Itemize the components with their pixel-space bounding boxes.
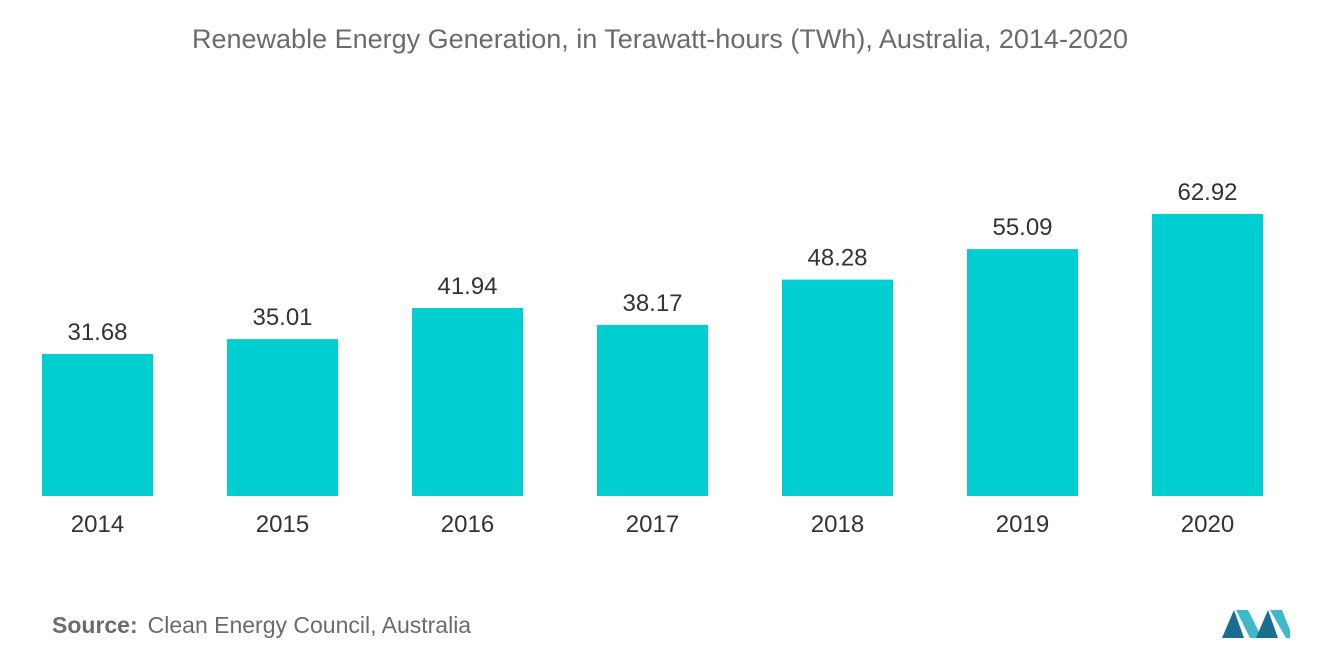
logo-shape-right xyxy=(1270,610,1290,638)
x-tick-label-2019: 2019 xyxy=(996,511,1049,538)
bar-2019 xyxy=(967,249,1078,496)
source-note: Source: Clean Energy Council, Australia xyxy=(52,612,471,639)
bar-2020 xyxy=(1152,214,1263,496)
source-text: Clean Energy Council, Australia xyxy=(147,612,472,638)
bar-2018 xyxy=(782,279,893,496)
logo-shape-mid2 xyxy=(1256,610,1278,638)
bar-chart: 31.68 35.01 41.94 38.17 48.28 55.09 62.92 2014… xyxy=(42,179,1263,538)
logo-shape-mid xyxy=(1236,610,1262,638)
tick-labels-layer: 2014 2015 2016 2017 2018 2019 2020 xyxy=(71,511,1234,538)
x-tick-label-2014: 2014 xyxy=(71,511,124,538)
value-label-2016: 41.94 xyxy=(437,273,497,300)
bar-2017 xyxy=(597,324,708,496)
x-tick-label-2015: 2015 xyxy=(256,511,309,538)
x-tick-label-2016: 2016 xyxy=(441,511,494,538)
value-label-2019: 55.09 xyxy=(992,214,1052,241)
mordor-intelligence-logo-icon xyxy=(1222,610,1290,638)
x-tick-label-2020: 2020 xyxy=(1181,511,1234,538)
value-label-2014: 31.68 xyxy=(67,319,127,346)
chart-title: Renewable Energy Generation, in Terawatt… xyxy=(192,24,1128,54)
bar-2014 xyxy=(42,354,153,496)
x-tick-label-2018: 2018 xyxy=(811,511,864,538)
value-labels-layer: 31.68 35.01 41.94 38.17 48.28 55.09 62.92 xyxy=(67,179,1237,346)
value-label-2017: 38.17 xyxy=(622,290,682,317)
logo-shape-left xyxy=(1222,610,1244,638)
bars-layer xyxy=(42,214,1263,496)
x-tick-label-2017: 2017 xyxy=(626,511,679,538)
value-label-2015: 35.01 xyxy=(252,304,312,331)
source-prefix: Source: xyxy=(52,612,138,638)
value-label-2020: 62.92 xyxy=(1177,179,1237,206)
bar-2016 xyxy=(412,308,523,496)
bar-2015 xyxy=(227,339,338,496)
value-label-2018: 48.28 xyxy=(807,245,867,272)
